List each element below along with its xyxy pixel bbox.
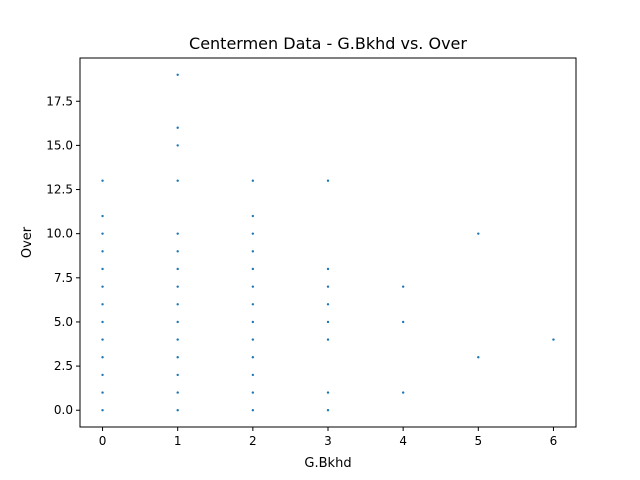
points-layer xyxy=(101,73,555,412)
y-tick-label: 10.0 xyxy=(46,227,73,241)
y-tick-label: 17.5 xyxy=(46,94,73,108)
y-axis: 0.0 2.5 5.0 7.5 10.0 12.5 15.0 17.5 xyxy=(46,94,80,417)
data-point xyxy=(176,232,179,235)
plot-frame xyxy=(79,57,577,428)
data-point xyxy=(326,303,330,306)
data-point xyxy=(251,303,255,306)
data-point xyxy=(251,285,255,288)
data-point xyxy=(326,391,330,394)
data-point xyxy=(401,285,405,288)
data-point xyxy=(176,73,179,76)
data-point xyxy=(176,303,179,306)
data-point xyxy=(326,285,330,288)
x-tick-label: 1 xyxy=(174,434,182,448)
data-point xyxy=(101,303,104,306)
x-axis-label: G.Bkhd xyxy=(304,456,351,471)
data-point xyxy=(101,409,104,412)
data-point xyxy=(251,391,255,394)
x-tick-label: 5 xyxy=(474,434,482,448)
y-tick-label: 2.5 xyxy=(54,359,73,373)
data-point xyxy=(401,391,405,394)
y-tick-label: 0.0 xyxy=(54,403,73,417)
x-tick-label: 2 xyxy=(249,434,257,448)
data-point xyxy=(176,391,179,394)
data-point xyxy=(176,373,179,377)
y-tick-label: 7.5 xyxy=(54,271,73,285)
data-point xyxy=(101,232,104,235)
data-point xyxy=(477,232,480,235)
data-point xyxy=(176,409,179,412)
data-point xyxy=(101,391,104,394)
y-tick-label: 12.5 xyxy=(46,183,73,197)
data-point xyxy=(477,356,480,359)
y-tick-label: 15.0 xyxy=(46,138,73,152)
data-point xyxy=(251,356,255,359)
data-point xyxy=(176,356,179,359)
y-axis-label: Over xyxy=(20,226,35,258)
x-tick-label: 6 xyxy=(550,434,558,448)
data-point xyxy=(251,267,255,271)
x-tick-label: 4 xyxy=(399,434,407,448)
x-tick-label: 0 xyxy=(99,434,107,448)
data-point xyxy=(176,179,179,182)
data-point xyxy=(101,179,104,182)
data-point xyxy=(101,320,104,324)
y-tick-label: 5.0 xyxy=(54,315,73,329)
data-point xyxy=(101,267,104,271)
chart-title: Centermen Data - G.Bkhd vs. Over xyxy=(189,34,467,53)
data-point xyxy=(101,250,104,253)
data-point xyxy=(251,214,255,218)
data-point xyxy=(101,356,104,359)
data-point xyxy=(251,338,255,341)
data-point xyxy=(401,320,405,324)
data-point xyxy=(176,250,179,253)
data-point xyxy=(101,373,104,377)
data-point xyxy=(176,338,179,341)
data-point xyxy=(176,144,179,147)
data-point xyxy=(326,320,330,324)
data-point xyxy=(552,338,555,341)
data-point xyxy=(251,179,255,182)
data-point xyxy=(176,320,179,324)
data-point xyxy=(251,373,255,377)
data-point xyxy=(251,232,255,235)
data-point xyxy=(176,285,179,288)
x-axis: 0 1 2 3 4 5 6 xyxy=(99,427,558,448)
x-tick-label: 3 xyxy=(324,434,332,448)
data-point xyxy=(176,126,179,129)
data-point xyxy=(251,250,255,253)
data-point xyxy=(101,338,104,341)
data-point xyxy=(251,320,255,324)
data-point xyxy=(326,179,330,182)
data-point xyxy=(326,409,330,412)
data-point xyxy=(101,214,104,218)
data-point xyxy=(101,285,104,288)
data-point xyxy=(251,409,255,412)
data-point xyxy=(326,338,330,341)
data-point xyxy=(176,267,179,271)
data-point xyxy=(326,267,330,271)
